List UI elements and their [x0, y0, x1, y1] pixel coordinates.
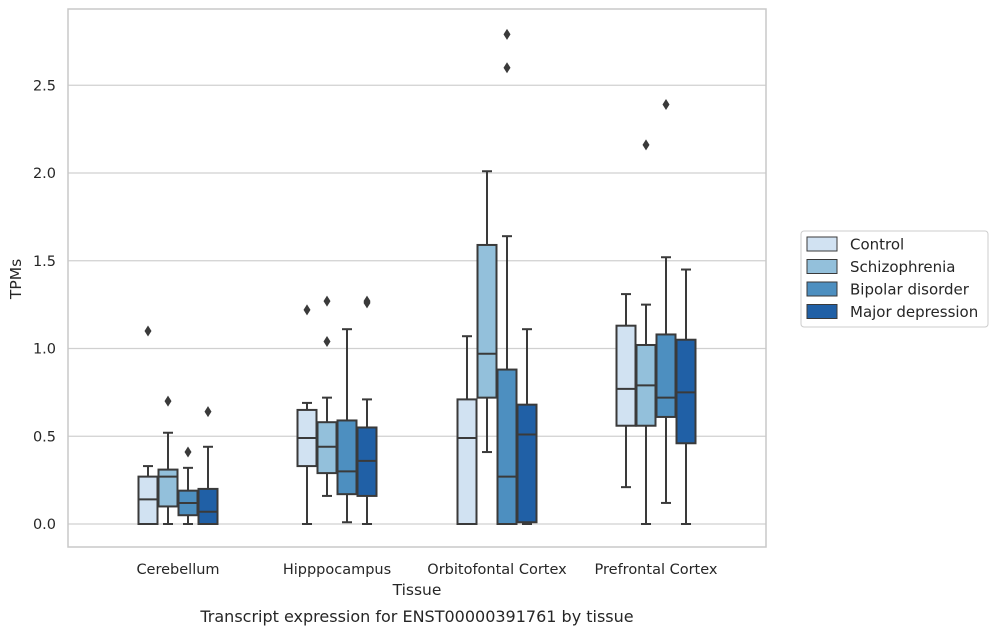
plot-frame [67, 8, 767, 548]
y-tick-label: 0.0 [33, 517, 56, 533]
box-control-2 [456, 335, 478, 525]
box-schizophrenia-3 [635, 139, 657, 525]
iqr-box [655, 333, 677, 418]
box-major-depression-3 [675, 268, 697, 525]
iqr-box [456, 398, 478, 525]
outlier-point [363, 295, 371, 307]
box-bipolar-disorder-0 [177, 446, 199, 525]
iqr-box [157, 468, 179, 508]
x-tick-label: Hipppocampus [283, 562, 391, 578]
legend-label: Bipolar disorder [850, 281, 970, 299]
legend-swatch [806, 236, 838, 252]
box-bipolar-disorder-3 [655, 99, 677, 504]
x-tick-labels: Cerebellum Hipppocampus Orbitofontal Corte… [136, 562, 717, 578]
box-control-0 [137, 325, 159, 525]
y-tick-label: 1.5 [33, 254, 56, 270]
y-tick-label: 0.5 [33, 429, 56, 445]
legend-label: Schizophrenia [850, 258, 955, 276]
box-major-depression-2 [516, 328, 538, 525]
box-bipolar-disorder-2 [496, 28, 518, 525]
x-axis-label: Tissue [392, 581, 442, 599]
box-major-depression-0 [197, 406, 219, 525]
box-schizophrenia-1 [316, 295, 338, 497]
outlier-point [503, 28, 511, 40]
outlier-point [642, 139, 650, 151]
outlier-point [323, 295, 331, 307]
x-tick-label: Orbitofontal Cortex [427, 562, 567, 578]
iqr-box [516, 403, 538, 524]
iqr-box [476, 243, 498, 399]
legend-swatch [806, 304, 838, 319]
iqr-box [496, 368, 518, 525]
legend: Control Schizophrenia Bipolar disorder Majo… [800, 230, 989, 328]
grid-lines [68, 84, 766, 525]
y-tick-label: 2.0 [33, 166, 56, 182]
box-control-3 [615, 293, 637, 489]
box-schizophrenia-2 [476, 170, 498, 454]
outlier-point [144, 325, 152, 337]
legend-swatch [806, 281, 838, 297]
outlier-point [204, 406, 212, 418]
x-tick-label: Prefrontal Cortex [595, 562, 718, 578]
y-tick-label: 1.0 [33, 342, 56, 358]
legend-label: Control [850, 236, 904, 254]
legend-label: Major depression [850, 303, 978, 321]
plot-area-boxes [137, 28, 697, 525]
iqr-box [336, 419, 358, 496]
box-control-1 [296, 304, 318, 525]
outlier-point [662, 99, 670, 111]
iqr-box [615, 324, 637, 427]
box-schizophrenia-0 [157, 395, 179, 525]
legend-swatch [806, 259, 838, 274]
outlier-point [323, 335, 331, 347]
y-tick-label: 2.5 [33, 78, 56, 94]
iqr-box [197, 487, 219, 525]
box-bipolar-disorder-1 [336, 328, 358, 524]
outlier-point [303, 304, 311, 316]
y-axis-label: TPMs [7, 259, 25, 300]
x-tick-label: Cerebellum [136, 562, 219, 578]
outlier-point [184, 446, 192, 458]
y-tick-labels: 0.0 0.5 1.0 1.5 2.0 2.5 [33, 78, 56, 533]
outlier-point [503, 62, 511, 74]
box-major-depression-1 [356, 295, 378, 525]
legend-frame [800, 230, 989, 328]
outlier-point [164, 395, 172, 407]
chart-caption: Transcript expression for ENST0000039176… [199, 607, 633, 626]
